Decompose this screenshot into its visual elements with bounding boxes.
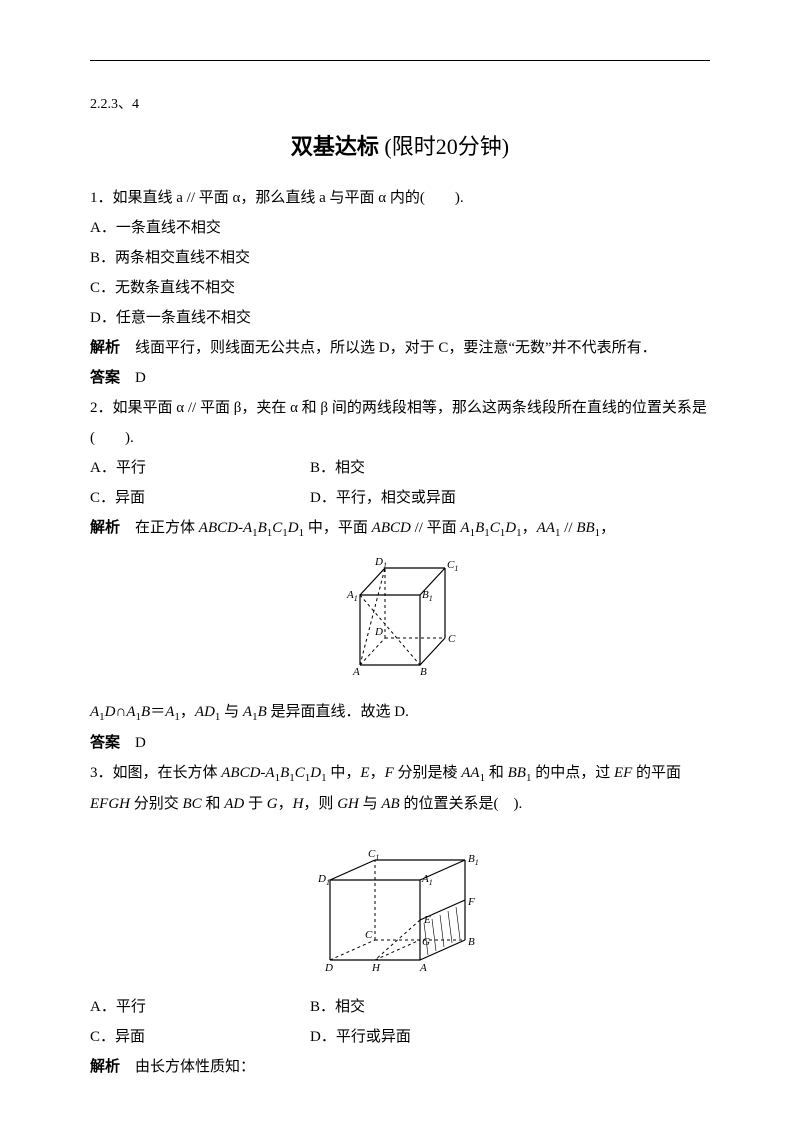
q2-optC: C．异面 <box>90 483 250 513</box>
lblB: B <box>420 666 427 678</box>
q2-stem: 2．如果平面 α // 平面 β，夹在 α 和 β 间的两线段相等，那么这两条线… <box>90 393 710 453</box>
lblA: A <box>419 962 427 974</box>
q1-answer-text: D <box>120 370 146 386</box>
q3-optA: A．平行 <box>90 992 250 1022</box>
q3s0: 3．如图，在长方体 <box>90 765 221 781</box>
q3-optC: C．异面 <box>90 1022 250 1052</box>
q1-optD: D．任意一条直线不相交 <box>90 303 710 333</box>
q1-analysis-text: 线面平行，则线面无公共点，所以选 D，对于 C，要注意“无数”并不代表所有． <box>120 340 657 356</box>
lblC1: C1 <box>447 559 458 573</box>
lblG: G <box>422 936 430 948</box>
q2-answer-text: D <box>120 735 146 751</box>
q3s5: 的平面 <box>632 765 681 781</box>
lblH: H <box>371 962 381 974</box>
q1-stem-text: 1．如果直线 a // 平面 α，那么直线 a 与平面 α 内的( ). <box>90 190 464 206</box>
q1-answer: 答案 D <box>90 363 710 393</box>
lblB1: B1 <box>468 853 479 867</box>
lblD: D <box>374 626 383 638</box>
lblB: B <box>468 936 475 948</box>
title-rest: (限时20分钟) <box>379 134 509 159</box>
q2-optA: A．平行 <box>90 453 250 483</box>
q3s4: 的中点，过 <box>531 765 614 781</box>
q1-analysis: 解析 线面平行，则线面无公共点，所以选 D，对于 C，要注意“无数”并不代表所有… <box>90 333 710 363</box>
q3s6: 分别交 <box>130 796 183 812</box>
q3s11: 的位置关系是( ). <box>400 796 523 812</box>
lblA: A <box>352 666 360 678</box>
q3s7: 和 <box>202 796 225 812</box>
q1-optA: A．一条直线不相交 <box>90 213 710 243</box>
q2-atxt1: 在正方体 <box>120 520 199 536</box>
top-rule <box>90 60 710 61</box>
q2-optB: B．相交 <box>310 453 365 483</box>
lblF: F <box>467 896 475 908</box>
cube-diagram-icon: A B C D A1 B1 C1 D1 <box>325 550 475 680</box>
q1-answer-label: 答案 <box>90 370 120 386</box>
q2-optD: D．平行，相交或异面 <box>310 483 456 513</box>
q1-optC: C．无数条直线不相交 <box>90 273 710 303</box>
lblC: C <box>365 929 373 941</box>
q2-atxt2: 中，平面 <box>304 520 372 536</box>
q3-opts-row2: C．异面 D．平行或异面 <box>90 1022 710 1052</box>
q3s1: 中， <box>327 765 361 781</box>
q2-analysis2: A1D∩A1B＝A1，AD1 与 A1B 是异面直线．故选 D. <box>90 697 710 728</box>
q3-stem: 3．如图，在长方体 ABCD-A1B1C1D1 中，E，F 分别是棱 AA1 和… <box>90 758 710 819</box>
figure-2: D A B C D1 A1 B1 C1 E F G H <box>90 825 710 986</box>
q1-optB: B．两条相交直线不相交 <box>90 243 710 273</box>
lblD1: D1 <box>317 873 330 887</box>
q3s3: 和 <box>485 765 508 781</box>
lblE: E <box>423 914 431 926</box>
title-bold: 双基达标 <box>291 134 379 159</box>
q2-answer: 答案 D <box>90 728 710 758</box>
q3-optB: B．相交 <box>310 992 365 1022</box>
cuboid-diagram-icon: D A B C D1 A1 B1 C1 E F G H <box>300 825 500 975</box>
q2-a2a: ∩ <box>116 704 127 720</box>
lblD: D <box>324 962 333 974</box>
q3-opts-row1: A．平行 B．相交 <box>90 992 710 1022</box>
q3s2: 分别是棱 <box>394 765 462 781</box>
q2-a2c: 是异面直线．故选 D. <box>267 704 409 720</box>
section-number: 2.2.3、4 <box>90 91 710 119</box>
figure-1: A B C D A1 B1 C1 D1 <box>90 550 710 691</box>
q3-analysis-label: 解析 <box>90 1059 120 1075</box>
lblC1: C1 <box>368 848 379 862</box>
page-title: 双基达标 (限时20分钟) <box>90 125 710 169</box>
q2-a2b: ＝ <box>150 704 165 720</box>
q2-opts-row1: A．平行 B．相交 <box>90 453 710 483</box>
lblA1: A1 <box>346 589 358 603</box>
q3s8: 于 <box>244 796 267 812</box>
q1-analysis-label: 解析 <box>90 340 120 356</box>
q3-analysis-text: 由长方体性质知： <box>120 1059 255 1075</box>
q2-analysis-label: 解析 <box>90 520 120 536</box>
q3s9: ，则 <box>303 796 337 812</box>
q1-stem: 1．如果直线 a // 平面 α，那么直线 a 与平面 α 内的( ). <box>90 183 710 213</box>
lblC: C <box>448 633 456 645</box>
q2-opts-row2: C．异面 D．平行，相交或异面 <box>90 483 710 513</box>
q3-analysis: 解析 由长方体性质知： <box>90 1052 710 1082</box>
q3-optD: D．平行或异面 <box>310 1022 411 1052</box>
q2-answer-label: 答案 <box>90 735 120 751</box>
lblD1: D1 <box>374 556 387 570</box>
q3s10: 与 <box>359 796 382 812</box>
q2-analysis: 解析 在正方体 ABCD-A1B1C1D1 中，平面 ABCD // 平面 A1… <box>90 513 710 544</box>
lblB1: B1 <box>422 589 433 603</box>
